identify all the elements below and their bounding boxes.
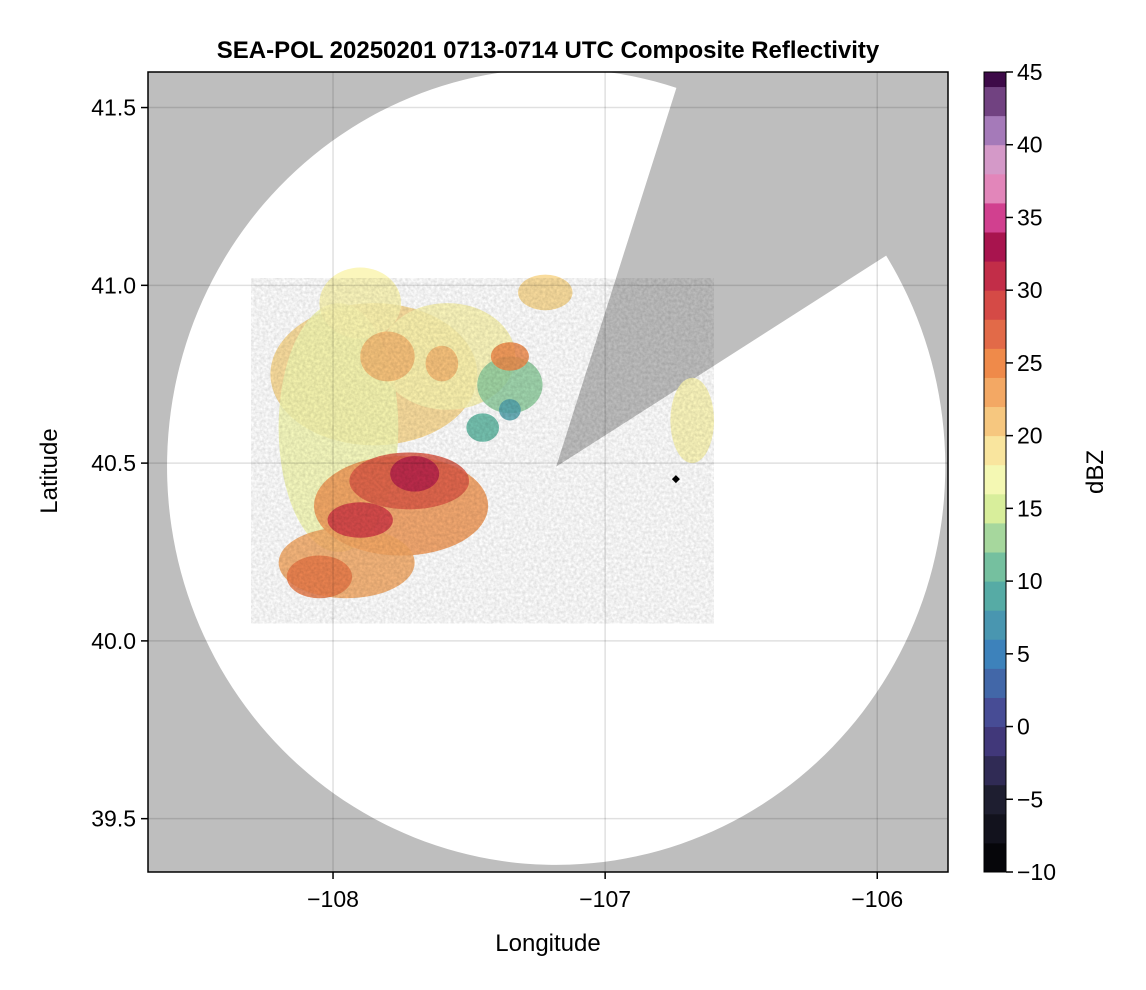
colorbar-bin	[984, 232, 1006, 262]
colorbar-bin	[984, 552, 1006, 582]
colorbar-tick-label: 35	[1017, 204, 1043, 230]
colorbar-bin	[984, 813, 1006, 844]
colorbar-bin	[984, 144, 1006, 175]
x-tick-label: −107	[579, 886, 631, 912]
colorbar-bin	[984, 290, 1006, 320]
x-axis-label: Longitude	[495, 930, 600, 957]
colorbar-tick-label: −10	[1017, 859, 1056, 885]
colorbar-tick-label: −5	[1017, 786, 1043, 812]
colorbar-bin	[984, 842, 1006, 873]
y-tick-label: 40.5	[91, 450, 136, 476]
colorbar-bin	[984, 493, 1006, 524]
colorbar-tick-label: 20	[1017, 423, 1043, 449]
colorbar-bin	[984, 377, 1006, 408]
site-marker	[671, 475, 680, 484]
colorbar-bin	[984, 173, 1006, 204]
x-axis: −108 −107 −106	[307, 872, 903, 912]
colorbar-bin	[984, 115, 1006, 146]
colorbar-bin	[984, 668, 1006, 698]
grid-lines	[148, 72, 948, 872]
chart-title: SEA-POL 20250201 0713-0714 UTC Composite…	[217, 37, 880, 64]
plot-area	[148, 72, 948, 872]
colorbar: −10 −5 0 5 10 15 20 25 30 35 40 45	[983, 59, 1056, 885]
colorbar-tick-label: 10	[1017, 568, 1043, 594]
plot-frame	[147, 71, 949, 873]
colorbar-bin	[984, 522, 1006, 553]
colorbar-bin	[984, 348, 1006, 378]
colorbar-bin	[984, 755, 1006, 786]
colorbar-bin	[984, 581, 1006, 611]
y-tick-label: 41.0	[91, 272, 136, 298]
colorbar-tick-label: 15	[1017, 495, 1043, 521]
colorbar-bin	[984, 86, 1006, 117]
x-tick-label: −108	[307, 886, 359, 912]
colorbar-tick-label: 30	[1017, 277, 1043, 303]
y-tick-label: 40.0	[91, 628, 136, 654]
y-tick-label: 41.5	[91, 95, 136, 121]
colorbar-frame	[983, 71, 1007, 873]
colorbar-tick-label: 25	[1017, 350, 1043, 376]
colorbar-tick-label: 0	[1017, 714, 1030, 740]
colorbar-bin	[984, 202, 1006, 233]
y-axis-label: Latitude	[36, 428, 63, 513]
colorbar-bin	[984, 464, 1006, 495]
colorbar-tick-label: 45	[1017, 59, 1043, 85]
echo-texture	[251, 278, 714, 624]
y-axis: 39.5 40.0 40.5 41.0 41.5	[91, 95, 148, 832]
colorbar-bin	[984, 72, 1006, 88]
colorbar-bin	[984, 784, 1006, 815]
colorbar-bin	[984, 610, 1006, 640]
colorbar-bin	[984, 435, 1006, 466]
colorbar-bin	[984, 261, 1006, 291]
colorbar-bin	[984, 639, 1006, 669]
colorbar-tick-label: 5	[1017, 641, 1030, 667]
colorbar-bin	[984, 406, 1006, 437]
colorbar-tick-label: 40	[1017, 132, 1043, 158]
colorbar-bin	[984, 726, 1006, 757]
colorbar-bin	[984, 697, 1006, 728]
colorbar-bin	[984, 319, 1006, 349]
x-tick-label: −106	[851, 886, 903, 912]
y-tick-label: 39.5	[91, 806, 136, 832]
colorbar-label: dBZ	[1082, 450, 1109, 494]
